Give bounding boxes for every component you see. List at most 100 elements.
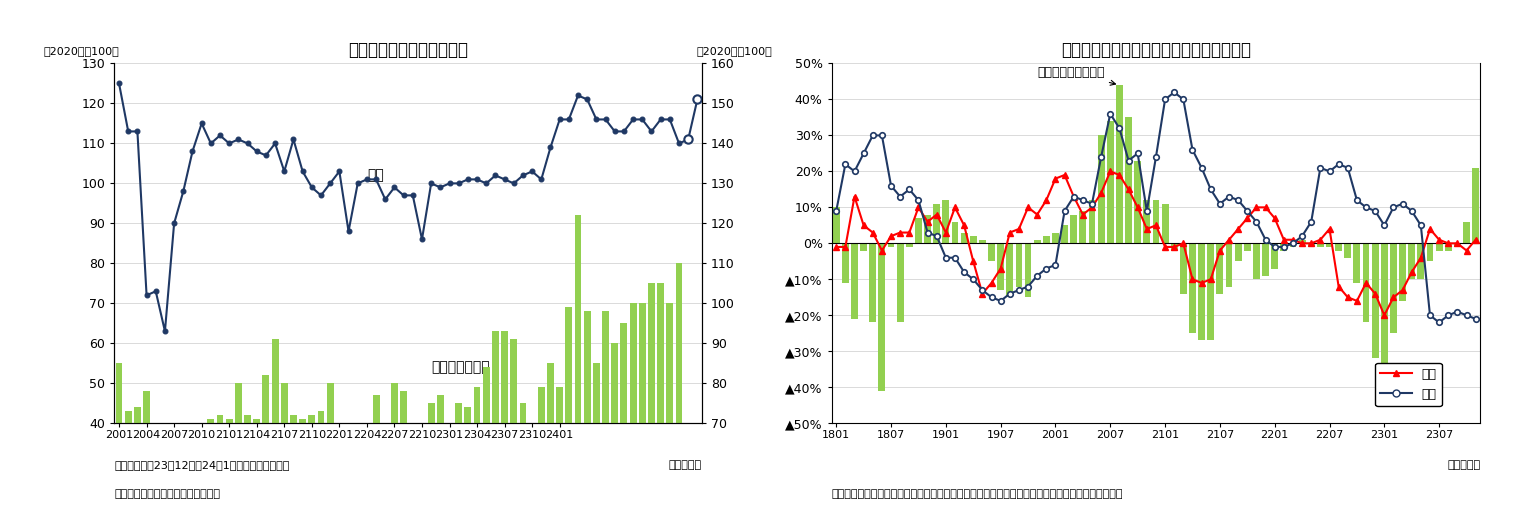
Bar xyxy=(897,243,903,323)
Bar xyxy=(1436,243,1442,251)
Bar xyxy=(1244,243,1251,251)
Bar xyxy=(1051,233,1059,243)
Bar xyxy=(676,263,682,529)
Bar xyxy=(537,387,545,529)
Text: （2020年＝100）: （2020年＝100） xyxy=(44,46,119,56)
Bar xyxy=(244,415,250,529)
Bar xyxy=(134,407,140,529)
Bar xyxy=(1061,225,1068,243)
Bar xyxy=(446,459,453,529)
Bar xyxy=(1198,243,1206,341)
Bar xyxy=(1180,243,1187,294)
Bar xyxy=(272,339,279,529)
Bar xyxy=(143,391,150,529)
Bar xyxy=(621,323,627,529)
Text: （年・月）: （年・月） xyxy=(668,460,702,470)
Bar xyxy=(455,403,462,529)
Bar xyxy=(317,411,325,529)
Bar xyxy=(546,363,554,529)
Bar xyxy=(1454,243,1460,247)
Bar xyxy=(1125,117,1132,243)
Bar xyxy=(943,200,949,243)
Bar xyxy=(1189,243,1196,333)
Bar xyxy=(1042,236,1050,243)
Bar xyxy=(971,236,977,243)
Bar xyxy=(510,339,517,529)
Bar xyxy=(1372,243,1378,359)
Bar xyxy=(989,243,995,261)
Bar xyxy=(1299,240,1306,243)
Bar xyxy=(952,222,958,243)
Text: 出荷・在庫バランス: 出荷・在庫バランス xyxy=(1038,66,1116,85)
Bar xyxy=(934,204,940,243)
Bar xyxy=(649,284,655,529)
Bar xyxy=(1335,243,1341,251)
Bar xyxy=(1207,243,1215,341)
Bar xyxy=(327,383,334,529)
Legend: 出荷, 在庫: 出荷, 在庫 xyxy=(1375,363,1442,406)
Bar xyxy=(888,243,894,247)
Bar xyxy=(1152,200,1160,243)
Bar xyxy=(409,459,417,529)
Bar xyxy=(961,233,967,243)
Bar xyxy=(262,375,270,529)
Bar xyxy=(1326,243,1332,247)
Bar xyxy=(253,419,259,529)
Bar xyxy=(658,284,664,529)
Bar xyxy=(382,459,389,529)
Bar xyxy=(1262,243,1270,276)
Bar xyxy=(1216,243,1224,294)
Bar xyxy=(372,395,380,529)
Bar xyxy=(566,307,572,529)
Text: 生産: 生産 xyxy=(366,168,383,183)
Bar xyxy=(1289,243,1297,247)
Bar xyxy=(980,240,986,243)
Bar xyxy=(1445,243,1451,251)
Bar xyxy=(1088,200,1096,243)
Bar xyxy=(400,391,407,529)
Bar xyxy=(336,459,343,529)
Bar xyxy=(1408,243,1415,279)
Bar xyxy=(1161,204,1169,243)
Bar xyxy=(584,311,591,529)
Bar xyxy=(1390,243,1396,333)
Bar xyxy=(1253,243,1260,279)
Bar xyxy=(667,303,673,529)
Bar xyxy=(116,363,122,529)
Bar xyxy=(630,303,636,529)
Bar xyxy=(1070,215,1077,243)
Bar xyxy=(1317,243,1323,247)
Bar xyxy=(879,243,885,391)
Bar xyxy=(1271,243,1279,269)
Bar xyxy=(519,403,526,529)
Bar xyxy=(491,331,499,529)
Bar xyxy=(1363,243,1369,323)
Bar xyxy=(1006,243,1013,297)
Bar xyxy=(852,243,858,319)
Bar xyxy=(1033,240,1041,243)
Text: （注）出荷・在庫バランス＝出荷・前年比－在庫・前年比　　（資料）経済産業省「鉱工業指数」: （注）出荷・在庫バランス＝出荷・前年比－在庫・前年比 （資料）経済産業省「鉱工業… xyxy=(832,489,1123,499)
Bar xyxy=(198,423,204,529)
Text: （年・月）: （年・月） xyxy=(1447,460,1480,470)
Bar xyxy=(217,415,223,529)
Bar xyxy=(1024,243,1032,297)
Bar xyxy=(861,243,867,251)
Bar xyxy=(464,407,472,529)
Bar xyxy=(1473,168,1479,243)
Bar xyxy=(1280,243,1288,251)
Bar xyxy=(528,423,536,529)
Bar xyxy=(639,303,645,529)
Bar xyxy=(1134,161,1141,243)
Bar xyxy=(345,479,353,529)
Title: 輸送機械の生産、在庫動向: 輸送機械の生産、在庫動向 xyxy=(348,41,468,59)
Text: 在庫（右目盛）: 在庫（右目盛） xyxy=(432,360,490,374)
Bar xyxy=(996,243,1004,290)
Bar xyxy=(1354,243,1360,283)
Bar xyxy=(473,387,481,529)
Bar xyxy=(226,419,232,529)
Bar xyxy=(1170,243,1178,251)
Bar xyxy=(281,383,288,529)
Bar xyxy=(1427,243,1433,261)
Bar xyxy=(842,243,848,283)
Bar xyxy=(308,415,316,529)
